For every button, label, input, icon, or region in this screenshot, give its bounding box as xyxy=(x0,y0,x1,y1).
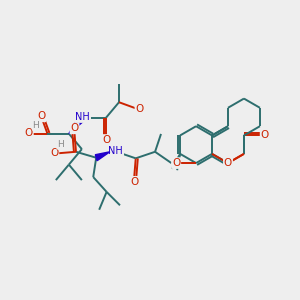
Text: O: O xyxy=(172,158,180,168)
Text: O: O xyxy=(37,111,45,121)
Text: O: O xyxy=(261,130,269,140)
Text: H: H xyxy=(57,140,64,149)
Text: O: O xyxy=(50,148,58,158)
Polygon shape xyxy=(69,116,85,134)
Text: O: O xyxy=(130,177,138,187)
Text: O: O xyxy=(224,158,232,168)
Text: O: O xyxy=(25,128,33,138)
Text: O: O xyxy=(135,104,144,114)
Text: NH: NH xyxy=(76,112,90,122)
Text: O: O xyxy=(102,135,110,145)
Polygon shape xyxy=(95,152,110,161)
Text: H: H xyxy=(32,121,39,130)
Text: NH: NH xyxy=(108,146,123,156)
Text: O: O xyxy=(70,123,79,133)
